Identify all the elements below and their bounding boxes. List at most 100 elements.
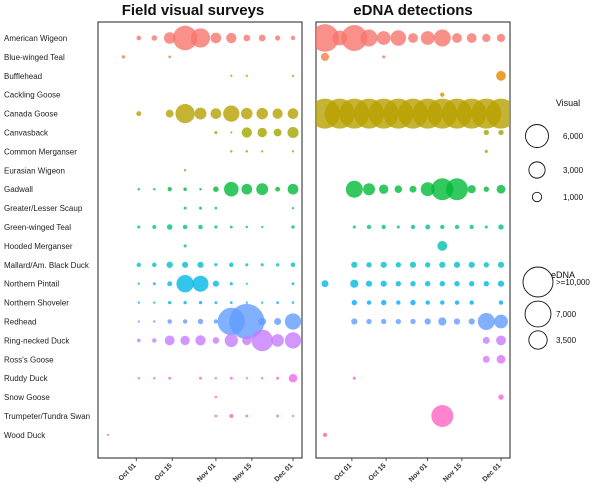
data-bubble (261, 225, 264, 229)
species-label: American Wigeon (4, 34, 67, 43)
data-bubble (245, 282, 248, 285)
legend-title: eDNA (551, 270, 575, 280)
data-bubble (486, 98, 510, 129)
data-bubble (494, 314, 508, 329)
data-bubble (425, 300, 430, 305)
data-bubble (290, 262, 296, 268)
data-bubble (199, 376, 202, 380)
data-bubble (366, 318, 372, 325)
data-bubble (166, 261, 173, 268)
data-bubble (341, 25, 368, 51)
data-bubble (390, 30, 407, 46)
data-bubble (213, 319, 219, 324)
data-bubble (320, 52, 330, 62)
data-bubble (194, 107, 207, 120)
data-bubble (484, 149, 488, 153)
data-bubble (182, 224, 188, 230)
data-bubble (214, 225, 218, 229)
x-tick-label: Nov 15 (442, 462, 463, 483)
data-bubble (366, 224, 372, 230)
panels-layer: Oct 01 Oct 15 Nov 01 Nov 15 Dec 01 Oct 01 Oct … (97, 21, 511, 484)
data-bubble (453, 318, 461, 325)
data-bubble (245, 301, 248, 304)
data-bubble (229, 282, 233, 286)
data-bubble (214, 395, 218, 399)
data-bubble (408, 33, 418, 43)
data-bubble (166, 224, 173, 230)
data-bubble (198, 300, 203, 305)
data-bubble (287, 183, 299, 195)
data-bubble (498, 300, 504, 305)
data-bubble (229, 376, 233, 380)
data-bubble (290, 35, 296, 41)
data-bubble (198, 224, 203, 230)
titles-layer: Field visual surveys eDNA detections (122, 2, 473, 19)
data-bubble (180, 335, 190, 346)
data-bubble (380, 261, 387, 268)
species-label: Ring-necked Duck (4, 336, 70, 345)
species-label: Blue-winged Teal (4, 53, 65, 62)
data-bubble (482, 336, 490, 344)
data-bubble (380, 280, 387, 287)
panel-title: eDNA detections (353, 2, 472, 19)
data-bubble (214, 414, 218, 418)
data-bubble (175, 103, 195, 124)
data-bubble (351, 299, 357, 306)
x-tick-label: Nov 01 (196, 462, 217, 483)
data-bubble (214, 301, 218, 305)
data-bubble (395, 318, 401, 325)
x-tick-label: Oct 01 (118, 462, 138, 482)
data-bubble (152, 282, 156, 286)
data-bubble (243, 34, 251, 42)
data-bubble (395, 281, 401, 287)
data-bubble (153, 376, 156, 380)
data-bubble (482, 33, 491, 43)
data-bubble (153, 188, 156, 191)
data-bubble (440, 92, 445, 97)
data-bubble (291, 225, 295, 229)
data-bubble (151, 35, 158, 41)
data-bubble (291, 301, 295, 304)
panel: Oct 01 Oct 15 Nov 01 Nov 15 Dec 01 (315, 21, 511, 484)
data-bubble (137, 225, 141, 229)
data-bubble (261, 150, 264, 153)
data-bubble (271, 334, 284, 347)
data-bubble (276, 301, 279, 304)
species-label: Ross's Goose (4, 355, 54, 364)
bubble-group (316, 24, 510, 438)
data-bubble (213, 186, 219, 192)
data-bubble (431, 405, 454, 427)
data-bubble (183, 244, 187, 248)
data-bubble (245, 377, 248, 380)
data-bubble (446, 178, 468, 201)
panel-title: Field visual surveys (122, 2, 265, 19)
data-bubble (172, 25, 198, 51)
data-bubble (199, 206, 202, 210)
species-label: Wood Duck (4, 431, 46, 440)
data-bubble (396, 300, 401, 305)
data-bubble (245, 225, 249, 229)
data-bubble (291, 282, 295, 286)
data-bubble (165, 109, 174, 118)
data-bubble (272, 108, 283, 119)
data-bubble (152, 225, 157, 229)
species-label: Northern Pintail (4, 280, 59, 289)
data-bubble (351, 261, 358, 268)
data-bubble (437, 241, 448, 251)
data-bubble (483, 281, 489, 287)
data-bubble (230, 150, 233, 153)
data-bubble (223, 105, 240, 122)
data-bubble (229, 301, 233, 304)
data-bubble (276, 376, 280, 380)
data-bubble (454, 300, 460, 305)
data-bubble (496, 70, 506, 81)
species-label: Gadwall (4, 185, 33, 194)
data-bubble (275, 35, 281, 41)
data-bubble (163, 32, 176, 44)
data-bubble (477, 313, 495, 330)
data-bubble (176, 275, 194, 293)
data-bubble (229, 262, 234, 268)
data-bubble (482, 355, 490, 363)
data-bubble (382, 55, 386, 59)
species-label: Bufflehead (4, 72, 42, 81)
